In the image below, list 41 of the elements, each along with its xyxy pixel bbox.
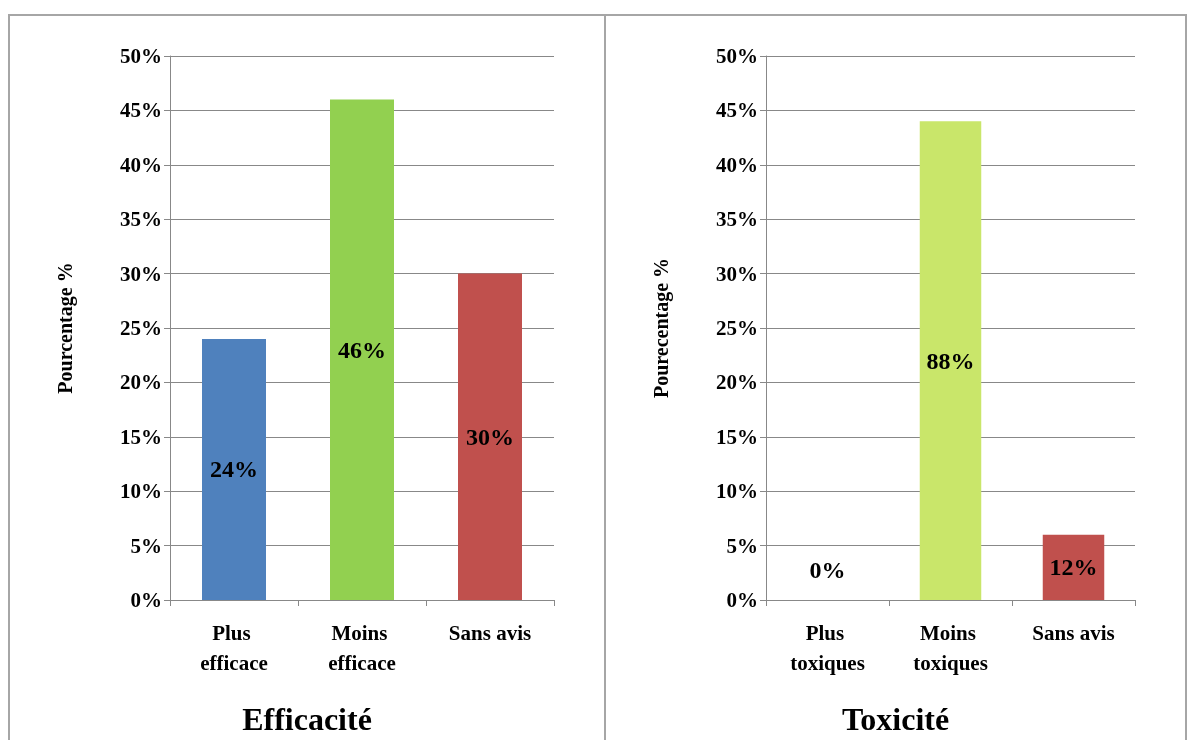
y-axis-title: Pourcentage % bbox=[54, 262, 77, 394]
x-tick-label: Plus toxiques bbox=[790, 621, 865, 675]
x-tick-label: Plus efficace bbox=[200, 621, 268, 675]
x-tick-label: Sans avis bbox=[448, 621, 532, 645]
y-tick-label: 30% bbox=[716, 261, 758, 286]
y-tick-label: 20% bbox=[716, 370, 758, 395]
y-tick-label: 15% bbox=[120, 424, 162, 449]
bar bbox=[458, 273, 522, 600]
y-axis-title: Pourecentage % bbox=[650, 257, 673, 399]
annotation: 88% bbox=[926, 347, 975, 374]
y-tick-label: 10% bbox=[716, 479, 758, 504]
y-tick-label: 50% bbox=[716, 44, 758, 68]
bar bbox=[202, 338, 266, 600]
data-label: 30% bbox=[466, 423, 514, 450]
y-tick-label: 35% bbox=[120, 207, 162, 232]
y-tick-label: 25% bbox=[716, 316, 758, 340]
x-tick-label: Moins toxiques bbox=[913, 621, 988, 675]
y-tick-label: 45% bbox=[716, 98, 758, 123]
text: Efficacité bbox=[242, 701, 372, 737]
y-tick-label: 0% bbox=[130, 588, 162, 612]
y-tick-label: 50% bbox=[120, 44, 162, 68]
annotation: 0% bbox=[809, 557, 846, 583]
y-tick-label: 0% bbox=[726, 588, 758, 612]
y-tick-label: 5% bbox=[130, 533, 162, 558]
y-tick-label: 10% bbox=[120, 479, 162, 504]
x-tick-label: Sans avis bbox=[1032, 621, 1115, 645]
y-tick-label: 20% bbox=[120, 370, 162, 395]
y-tick-label: 45% bbox=[120, 98, 162, 123]
y-tick-label: 15% bbox=[716, 424, 758, 449]
text: Toxicité bbox=[841, 701, 950, 737]
y-tick-label: 30% bbox=[120, 261, 162, 286]
y-tick-label: 40% bbox=[120, 152, 162, 177]
bar bbox=[330, 99, 394, 600]
y-tick-label: 35% bbox=[716, 207, 758, 232]
x-tick-label: Moins efficace bbox=[328, 621, 396, 675]
annotation: 12% bbox=[1049, 554, 1098, 581]
y-tick-label: 40% bbox=[716, 152, 758, 177]
y-tick-label: 5% bbox=[726, 533, 758, 558]
y-tick-label: 25% bbox=[120, 316, 162, 340]
data-label: 46% bbox=[338, 336, 386, 363]
data-label: 24% bbox=[210, 456, 258, 483]
